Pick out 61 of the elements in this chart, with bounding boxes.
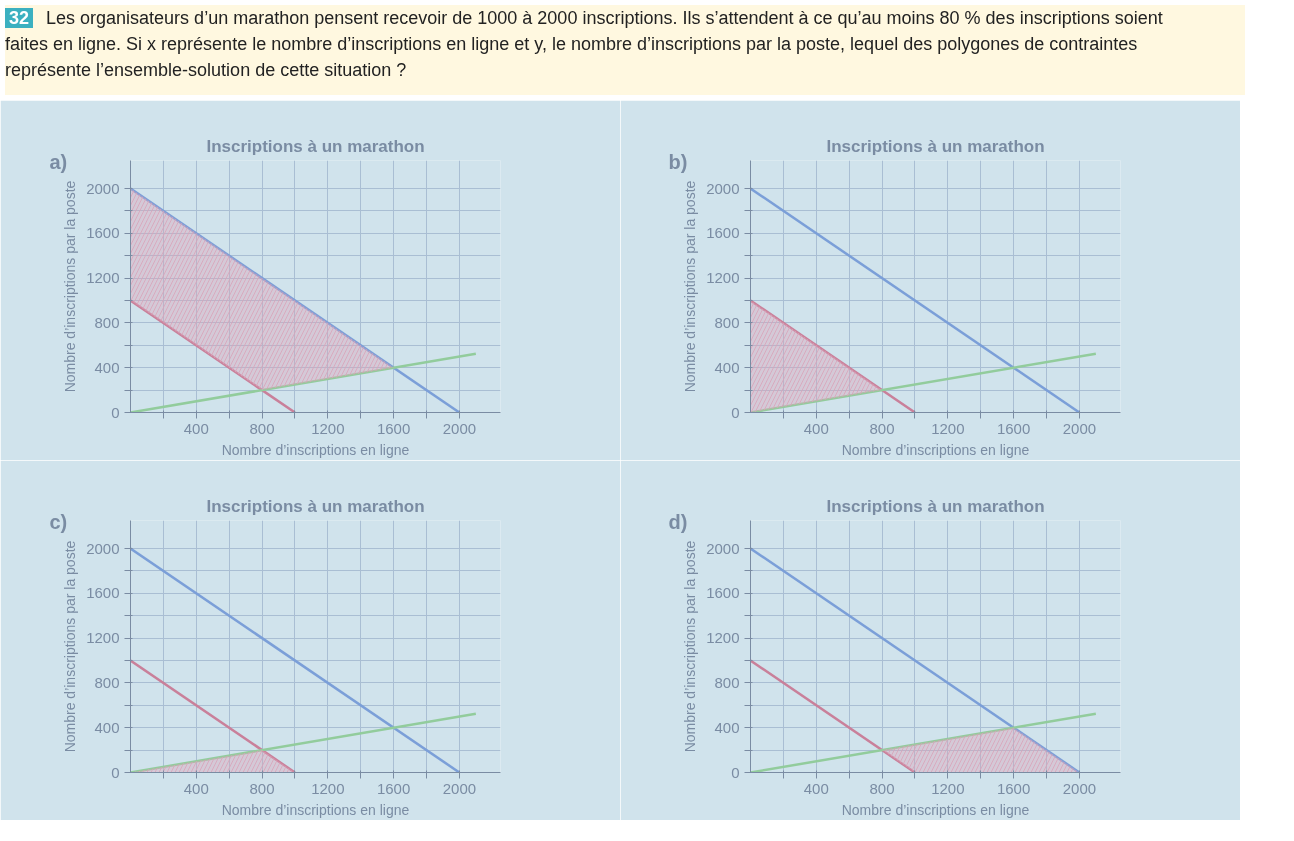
x-tick-label: 1600 (376, 419, 411, 437)
x-tick-label: 1600 (996, 419, 1031, 437)
y-axis-title: Nombre d’inscriptions par la poste (62, 180, 79, 393)
y-tick-label: 400 (94, 358, 120, 376)
y-tick-label: 0 (111, 403, 120, 421)
y-tick-label: 0 (731, 763, 740, 781)
x-tick-label: 1600 (376, 779, 411, 797)
x-tick-label: 1200 (311, 779, 345, 797)
y-tick-label: 400 (94, 718, 120, 736)
chart-title: Inscriptions à un marathon (206, 136, 425, 156)
x-tick-label: 800 (869, 779, 895, 797)
x-axis-title: Nombre d’inscriptions en ligne (221, 801, 410, 818)
x-tick-label: 2000 (442, 419, 477, 437)
y-tick-label: 800 (94, 673, 120, 691)
x-tick-label: 800 (249, 779, 275, 797)
x-tick-label: 800 (869, 419, 895, 437)
y-tick-label: 1200 (706, 629, 740, 647)
y-tick-label: 800 (94, 313, 120, 331)
y-tick-label: 0 (731, 403, 740, 421)
x-tick-label: 800 (249, 419, 275, 437)
y-tick-label: 2000 (86, 179, 120, 197)
text: c) (49, 510, 68, 533)
y-axis-title: Nombre d’inscriptions par la poste (682, 180, 699, 393)
y-tick-label: 2000 (86, 539, 120, 557)
x-tick-label: 2000 (442, 779, 477, 797)
x-tick-label: 400 (803, 779, 829, 797)
x-tick-label: 1200 (931, 779, 965, 797)
y-tick-label: 400 (714, 358, 740, 376)
y-tick-label: 800 (714, 673, 740, 691)
y-axis-title: Nombre d’inscriptions par la poste (62, 540, 79, 753)
text: d) (668, 510, 688, 533)
text: b) (668, 150, 688, 173)
y-tick-label: 400 (714, 718, 740, 736)
y-tick-label: 1200 (86, 629, 120, 647)
x-axis-title: Nombre d’inscriptions en ligne (841, 441, 1030, 458)
x-tick-label: 400 (183, 779, 209, 797)
text: a) (49, 150, 68, 173)
x-tick-label: 2000 (1062, 779, 1097, 797)
y-tick-label: 2000 (706, 539, 740, 557)
y-tick-label: 1600 (706, 584, 740, 602)
y-tick-label: 2000 (706, 179, 740, 197)
x-axis-title: Nombre d’inscriptions en ligne (841, 801, 1030, 818)
chart-title: Inscriptions à un marathon (826, 496, 1045, 516)
chart-title: Inscriptions à un marathon (206, 496, 425, 516)
text: 32 (5, 8, 34, 28)
x-tick-label: 400 (183, 419, 209, 437)
y-tick-label: 0 (111, 763, 120, 781)
x-tick-label: 400 (803, 419, 829, 437)
chart-title: Inscriptions à un marathon (826, 136, 1045, 156)
y-tick-label: 1200 (86, 269, 120, 287)
x-tick-label: 1200 (311, 419, 345, 437)
x-tick-label: 1600 (996, 779, 1031, 797)
y-axis-title: Nombre d’inscriptions par la poste (682, 540, 699, 753)
x-tick-label: 2000 (1062, 419, 1097, 437)
y-tick-label: 1600 (86, 584, 120, 602)
y-tick-label: 1200 (706, 269, 740, 287)
x-axis-title: Nombre d’inscriptions en ligne (221, 441, 410, 458)
y-tick-label: 1600 (86, 224, 120, 242)
y-tick-label: 800 (714, 313, 740, 331)
y-tick-label: 1600 (706, 224, 740, 242)
x-tick-label: 1200 (931, 419, 965, 437)
